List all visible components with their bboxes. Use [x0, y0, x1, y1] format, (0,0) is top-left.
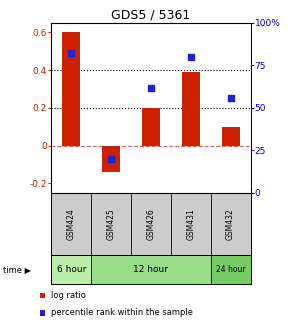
Bar: [211, 255, 251, 284]
Text: log ratio: log ratio: [51, 291, 86, 300]
Text: GSM424: GSM424: [67, 208, 76, 240]
Bar: [51, 193, 91, 255]
Text: 24 hour: 24 hour: [216, 265, 246, 274]
Bar: [51, 255, 91, 284]
Bar: [62, 32, 80, 146]
Bar: [142, 108, 160, 146]
Point: [228, 95, 233, 100]
Bar: [171, 193, 211, 255]
Text: GSM432: GSM432: [226, 208, 235, 240]
Bar: [182, 72, 200, 146]
Bar: [91, 255, 211, 284]
Point: [69, 51, 74, 56]
Point: [188, 54, 193, 60]
Text: time ▶: time ▶: [3, 265, 31, 274]
Text: GSM431: GSM431: [186, 208, 195, 240]
Bar: [211, 193, 251, 255]
Text: percentile rank within the sample: percentile rank within the sample: [51, 308, 193, 317]
Point: [109, 156, 113, 162]
Text: GSM426: GSM426: [146, 208, 155, 240]
Bar: [222, 127, 240, 146]
Point: [149, 85, 153, 90]
Text: 6 hour: 6 hour: [57, 265, 86, 274]
Bar: [91, 193, 131, 255]
Bar: [131, 193, 171, 255]
Text: GSM425: GSM425: [107, 208, 115, 240]
Title: GDS5 / 5361: GDS5 / 5361: [111, 9, 190, 22]
Text: 12 hour: 12 hour: [133, 265, 168, 274]
Bar: [102, 146, 120, 172]
